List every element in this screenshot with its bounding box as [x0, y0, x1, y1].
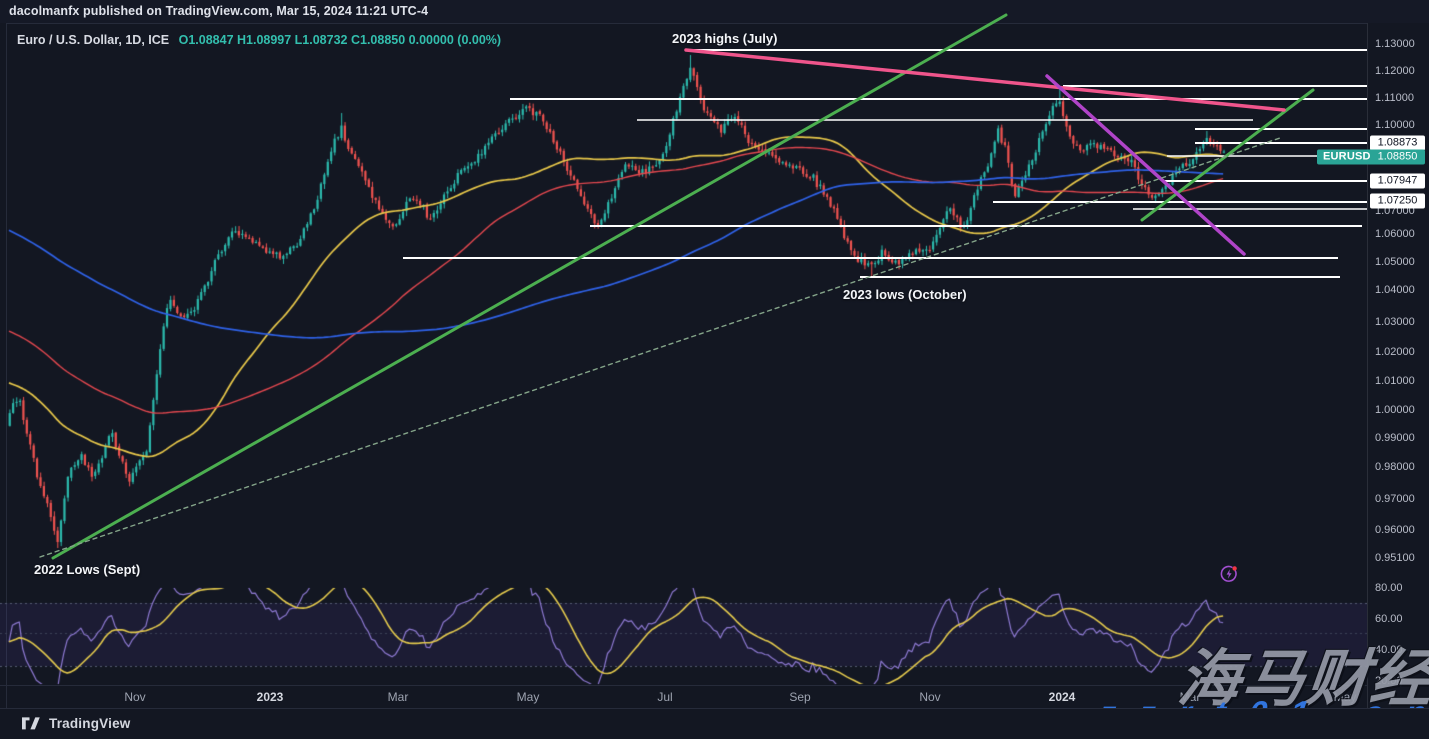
symbol-price-tag: EURUSD	[1317, 149, 1377, 165]
price-tick-label: 1.05000	[1375, 256, 1415, 268]
chart-annotation-highs2023[interactable]: 2023 highs (July)	[672, 31, 778, 46]
rsi-tick-label: 80.00	[1375, 582, 1403, 594]
price-tick-label: 1.01000	[1375, 375, 1415, 387]
rsi-tick-label: 40.00	[1375, 644, 1403, 656]
price-chart-canvas[interactable]	[0, 0, 1367, 708]
time-tick-label: May	[1333, 690, 1357, 704]
current-price-label: 1.08850	[1370, 149, 1425, 165]
price-tick-label: 1.04000	[1375, 284, 1415, 296]
symbol-title[interactable]: Euro / U.S. Dollar, 1D, ICE	[17, 33, 170, 47]
flash-circle	[1220, 565, 1237, 582]
lightning-bolt-icon	[1226, 569, 1232, 579]
tradingview-brand-label: TradingView	[49, 716, 131, 731]
ohlc-values: O1.08847 H1.08997 L1.08732 C1.08850 0.00…	[178, 33, 502, 47]
time-tick-label: 2024	[1048, 690, 1076, 704]
tradingview-logo-icon	[22, 716, 40, 729]
time-tick-label: Sep	[789, 690, 811, 704]
notification-dot	[1232, 566, 1237, 571]
rsi-tick-label: 20.00	[1375, 675, 1403, 687]
price-tick-label: 0.95100	[1375, 552, 1415, 564]
tradingview-brand[interactable]: TradingView	[22, 716, 130, 731]
chart-annotation-lows2023[interactable]: 2023 lows (October)	[843, 287, 967, 302]
time-tick-label: Mar	[1179, 690, 1201, 704]
symbol-legend[interactable]: Euro / U.S. Dollar, 1D, ICE O1.08847 H1.…	[17, 33, 501, 47]
price-tick-label: 1.00000	[1375, 404, 1415, 416]
bottom-bar: TradingView	[0, 708, 1429, 739]
price-tick-label: 1.06000	[1375, 228, 1415, 240]
price-axis[interactable]: 1.13000 1.12000 1.11000 1.10000 1.07000 1.060…	[1367, 23, 1429, 708]
level-price-label: 1.07947	[1370, 173, 1425, 189]
level-price-label: 1.07250	[1370, 193, 1425, 209]
price-tick-label: 1.02000	[1375, 346, 1415, 358]
price-tick-label: 0.99000	[1375, 432, 1415, 444]
time-tick-label: 2023	[256, 690, 284, 704]
price-tick-label: 0.98000	[1375, 461, 1415, 473]
price-tick-label: 1.11000	[1375, 92, 1414, 104]
time-tick-label: May	[516, 690, 540, 704]
time-tick-label: Jul	[657, 690, 673, 704]
level-price-label: 1.08873	[1370, 135, 1425, 151]
chart-annotation-lows2022[interactable]: 2022 Lows (Sept)	[34, 562, 141, 577]
time-tick-label: Nov	[124, 690, 146, 704]
price-tick-label: 0.97000	[1375, 493, 1415, 505]
price-tick-label: 1.10000	[1375, 119, 1415, 131]
time-axis[interactable]: Nov 2023 Mar May Jul Sep Nov 2024 Mar May	[0, 685, 1367, 709]
rsi-tick-label: 60.00	[1375, 613, 1403, 625]
price-tick-label: 1.13000	[1375, 38, 1415, 50]
time-tick-label: Nov	[919, 690, 941, 704]
price-tick-label: 0.96000	[1375, 524, 1415, 536]
time-tick-label: Mar	[387, 690, 409, 704]
idea-flash-icon[interactable]	[1219, 564, 1239, 584]
price-tick-label: 1.03000	[1375, 316, 1415, 328]
price-tick-label: 1.12000	[1375, 65, 1415, 77]
